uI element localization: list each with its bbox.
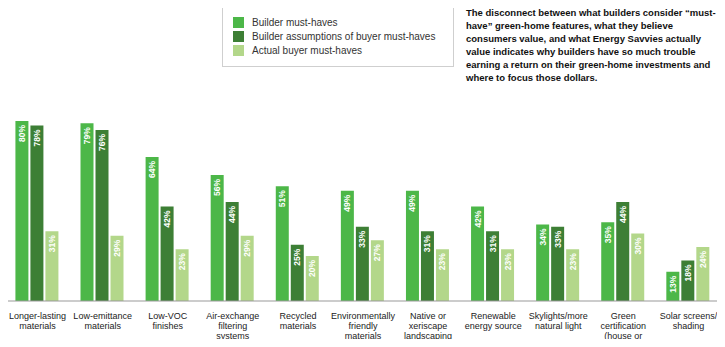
svg-text:20%: 20% xyxy=(307,260,317,277)
svg-text:23%: 23% xyxy=(177,253,187,270)
svg-text:79%: 79% xyxy=(82,127,92,144)
svg-text:80%: 80% xyxy=(17,125,27,142)
svg-text:Greencertification(house orsys: Greencertification(house orsystems) xyxy=(601,311,647,339)
svg-text:44%: 44% xyxy=(227,206,237,223)
svg-text:35%: 35% xyxy=(603,226,613,243)
svg-text:51%: 51% xyxy=(277,190,287,207)
svg-text:Environmentallyfriendlymateria: Environmentallyfriendlymaterials xyxy=(331,311,396,339)
svg-text:Solar screens/shading: Solar screens/shading xyxy=(660,311,717,331)
svg-text:29%: 29% xyxy=(112,239,122,256)
svg-text:Recycledmaterials: Recycledmaterials xyxy=(279,311,316,331)
html-text:Builder must-haves: Builder must-haves xyxy=(252,17,338,28)
svg-text:13%: 13% xyxy=(668,275,678,292)
svg-text:24%: 24% xyxy=(698,251,708,268)
svg-text:34%: 34% xyxy=(538,228,548,245)
svg-text:42%: 42% xyxy=(162,210,172,227)
html-text:Builder assumptions of buyer m: Builder assumptions of buyer must-haves xyxy=(252,31,436,42)
svg-text:Low-VOCfinishes: Low-VOCfinishes xyxy=(148,311,188,331)
svg-text:76%: 76% xyxy=(97,134,107,151)
svg-text:Air-exchangefilteringsystems: Air-exchangefilteringsystems xyxy=(206,311,259,339)
svg-text:64%: 64% xyxy=(147,161,157,178)
svg-text:25%: 25% xyxy=(292,248,302,265)
svg-text:42%: 42% xyxy=(473,210,483,227)
svg-text:44%: 44% xyxy=(618,206,628,223)
svg-text:33%: 33% xyxy=(357,230,367,247)
svg-text:18%: 18% xyxy=(683,264,693,281)
html-text:Actual buyer must-haves: Actual buyer must-haves xyxy=(252,45,363,56)
html-text:The disconnect between what bu: The disconnect between what builders con… xyxy=(466,7,716,83)
svg-text:Longer-lastingmaterials: Longer-lastingmaterials xyxy=(9,311,66,331)
svg-text:31%: 31% xyxy=(47,235,57,252)
svg-text:23%: 23% xyxy=(568,253,578,270)
svg-text:Native orxeriscapelandscaping: Native orxeriscapelandscaping xyxy=(404,311,452,339)
svg-text:Low-emittancematerials: Low-emittancematerials xyxy=(73,311,132,331)
svg-text:29%: 29% xyxy=(242,239,252,256)
svg-text:31%: 31% xyxy=(488,235,498,252)
svg-text:Renewableenergy source: Renewableenergy source xyxy=(465,311,522,331)
svg-text:31%: 31% xyxy=(422,235,432,252)
svg-text:33%: 33% xyxy=(553,230,563,247)
svg-text:23%: 23% xyxy=(503,253,513,270)
svg-text:30%: 30% xyxy=(633,237,643,254)
svg-text:27%: 27% xyxy=(372,244,382,261)
svg-text:Skylights/morenatural light: Skylights/morenatural light xyxy=(529,311,588,331)
svg-text:49%: 49% xyxy=(342,194,352,211)
svg-text:78%: 78% xyxy=(32,129,42,146)
svg-text:56%: 56% xyxy=(212,179,222,196)
svg-text:49%: 49% xyxy=(407,194,417,211)
svg-text:23%: 23% xyxy=(437,253,447,270)
